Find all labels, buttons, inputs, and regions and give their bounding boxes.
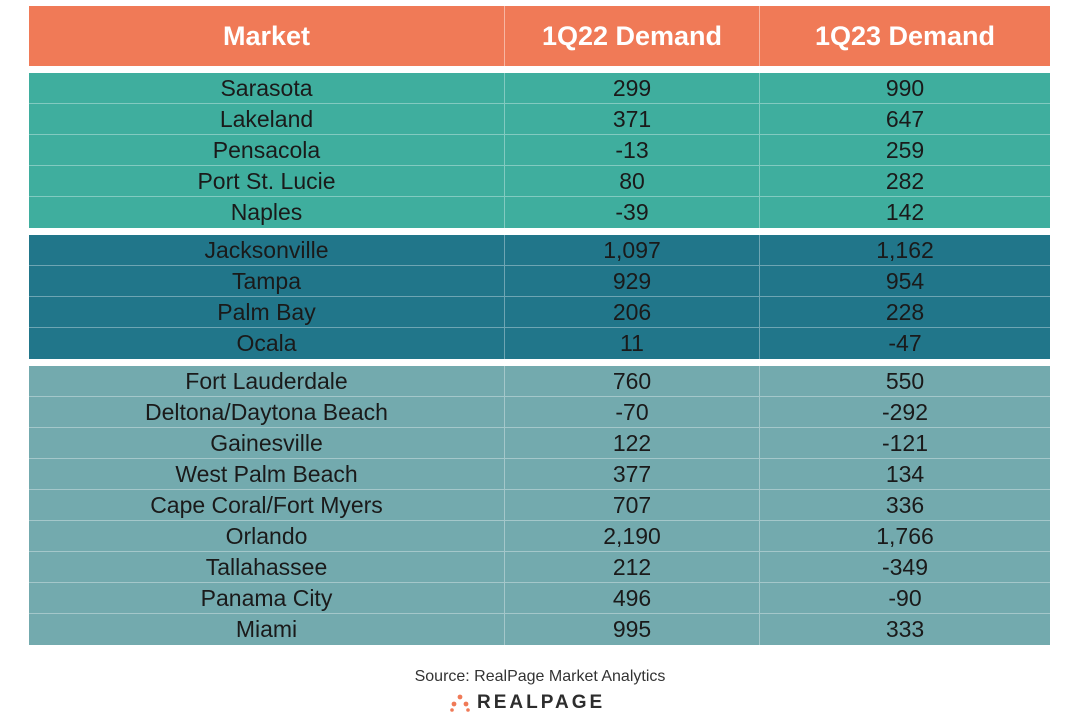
demand-1q23-cell: 550 [885, 367, 925, 394]
demand-1q22-cell: -13 [505, 135, 760, 165]
demand-1q22-cell: 929 [505, 266, 760, 296]
table-row: Pensacola -13 259 [29, 135, 1050, 166]
market-cell: Lakeland [29, 104, 505, 134]
market-cell: Naples [29, 197, 505, 228]
table-row: Tampa 929 954 [29, 266, 1050, 297]
demand-1q22-cell: 80 [505, 166, 760, 196]
demand-1q23-cell: 142 [885, 199, 925, 225]
market-cell: Panama City [29, 583, 505, 613]
demand-1q23-cell: -90 [888, 584, 922, 611]
demand-1q23-cell: -349 [881, 553, 929, 580]
table-row: Jacksonville 1,097 1,162 [29, 235, 1050, 266]
market-cell: Jacksonville [29, 235, 505, 265]
market-cell: Cape Coral/Fort Myers [29, 490, 505, 520]
demand-1q22-cell: 496 [505, 583, 760, 613]
realpage-dots-icon [450, 694, 470, 712]
market-cell: Deltona/Daytona Beach [29, 397, 505, 427]
demand-1q23-cell: 954 [885, 267, 925, 294]
market-cell: Ocala [29, 328, 505, 359]
demand-1q23-cell: 1,766 [876, 522, 934, 549]
table-row: Gainesville 122 -121 [29, 428, 1050, 459]
table-row: Fort Lauderdale 760 550 [29, 366, 1050, 397]
demand-1q23-cell: -121 [881, 429, 929, 456]
table-header: Market 1Q22 Demand 1Q23 Demand [29, 6, 1050, 66]
demand-1q22-cell: 11 [505, 328, 760, 359]
demand-1q22-cell: 707 [505, 490, 760, 520]
demand-1q22-cell: -70 [505, 397, 760, 427]
demand-1q23-cell: 282 [885, 167, 925, 194]
table-row: Tallahassee 212 -349 [29, 552, 1050, 583]
market-cell: Sarasota [29, 73, 505, 103]
market-group: Fort Lauderdale 760 550 Deltona/Daytona Bea… [29, 366, 1050, 645]
table-row: Sarasota 299 990 [29, 73, 1050, 104]
demand-1q22-cell: 212 [505, 552, 760, 582]
demand-1q23-cell: 990 [885, 74, 925, 101]
demand-1q23-cell: 336 [885, 491, 925, 518]
demand-1q22-cell: 377 [505, 459, 760, 489]
demand-1q23-cell: 259 [885, 136, 925, 163]
market-cell: Tallahassee [29, 552, 505, 582]
demand-1q23-cell: -47 [888, 330, 922, 356]
demand-1q22-cell: 760 [505, 366, 760, 396]
market-group: Jacksonville 1,097 1,162 Tampa 929 954 Palm Ba… [29, 235, 1050, 359]
demand-table: Market 1Q22 Demand 1Q23 Demand Sarasota 2… [29, 6, 1050, 645]
table-row: Ocala 11 -47 [29, 328, 1050, 359]
demand-1q22-cell: -39 [505, 197, 760, 228]
market-cell: Miami [29, 614, 505, 645]
demand-1q22-cell: 1,097 [505, 235, 760, 265]
demand-1q23-cell: 1,162 [876, 236, 934, 263]
demand-1q22-cell: 299 [505, 73, 760, 103]
table-row: Naples -39 142 [29, 197, 1050, 228]
demand-1q22-cell: 122 [505, 428, 760, 458]
realpage-logo: REALPAGE [449, 690, 605, 716]
demand-1q22-cell: 206 [505, 297, 760, 327]
demand-1q22-cell: 995 [505, 614, 760, 645]
table-row: Palm Bay 206 228 [29, 297, 1050, 328]
demand-1q23-cell: 333 [885, 616, 925, 642]
table-row: Panama City 496 -90 [29, 583, 1050, 614]
market-cell: West Palm Beach [29, 459, 505, 489]
table-row: Port St. Lucie 80 282 [29, 166, 1050, 197]
table-row: Deltona/Daytona Beach -70 -292 [29, 397, 1050, 428]
market-cell: Port St. Lucie [29, 166, 505, 196]
demand-1q22-cell: 371 [505, 104, 760, 134]
market-cell: Pensacola [29, 135, 505, 165]
market-cell: Fort Lauderdale [29, 366, 505, 396]
market-cell: Palm Bay [29, 297, 505, 327]
table-row: Orlando 2,190 1,766 [29, 521, 1050, 552]
table-row: West Palm Beach 377 134 [29, 459, 1050, 490]
header-1q22-demand: 1Q22 Demand [505, 6, 760, 66]
demand-1q23-cell: 228 [885, 298, 925, 325]
table-row: Lakeland 371 647 [29, 104, 1050, 135]
table-row: Miami 995 333 [29, 614, 1050, 645]
source-note: Source: RealPage Market Analytics [414, 668, 666, 685]
market-cell: Gainesville [29, 428, 505, 458]
header-1q23-demand: 1Q23 Demand [814, 20, 996, 51]
market-cell: Orlando [29, 521, 505, 551]
demand-1q23-cell: -292 [881, 398, 929, 425]
table-row: Cape Coral/Fort Myers 707 336 [29, 490, 1050, 521]
demand-1q22-cell: 2,190 [505, 521, 760, 551]
demand-1q23-cell: 647 [885, 105, 925, 132]
market-group: Sarasota 299 990 Lakeland 371 647 Pensacola -13… [29, 73, 1050, 228]
demand-1q23-cell: 134 [885, 460, 925, 487]
header-market: Market [29, 6, 505, 66]
logo-wordmark: REALPAGE [477, 692, 606, 713]
market-cell: Tampa [29, 266, 505, 296]
